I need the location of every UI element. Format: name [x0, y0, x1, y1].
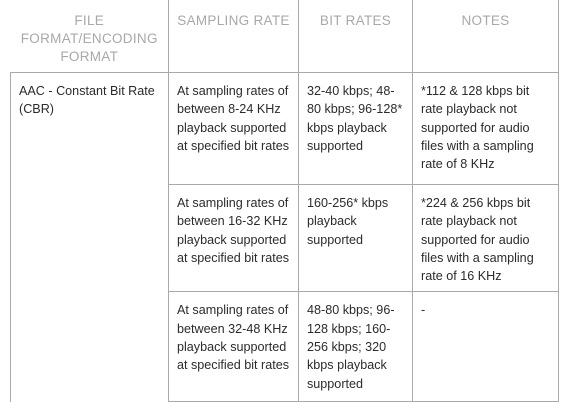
header-row: FILE FORMAT/ENCODING FORMAT SAMPLING RAT…: [10, 0, 559, 73]
header-notes: NOTES: [412, 0, 559, 73]
sampling-rate-cell: At sampling rates of between 32-48 KHz p…: [168, 291, 299, 402]
audio-format-table: FILE FORMAT/ENCODING FORMAT SAMPLING RAT…: [10, 0, 559, 402]
table-row: At sampling rates of between 16-32 KHz p…: [11, 183, 559, 292]
header-sampling-rate: SAMPLING RATE: [168, 0, 299, 73]
notes-cell: *224 & 256 kbps bit rate playback not su…: [412, 183, 559, 292]
header-bit-rates: BIT RATES: [298, 0, 413, 73]
sampling-rate-cell: At sampling rates of between 8-24 KHz pl…: [168, 72, 299, 185]
bit-rates-cell: 48-80 kbps; 96-128 kbps; 160-256 kbps; 3…: [298, 291, 413, 402]
header-file-format: FILE FORMAT/ENCODING FORMAT: [10, 0, 169, 73]
notes-cell: -: [412, 291, 559, 402]
sampling-rate-cell: At sampling rates of between 16-32 KHz p…: [168, 183, 299, 292]
notes-cell: *112 & 128 kbps bit rate playback not su…: [412, 72, 559, 185]
format-cell: AAC - Constant Bit Rate (CBR): [10, 71, 169, 402]
table-header: FILE FORMAT/ENCODING FORMAT SAMPLING RAT…: [10, 0, 559, 73]
table-body: AAC - Constant Bit Rate (CBR) At samplin…: [10, 71, 559, 402]
table-row: At sampling rates of between 32-48 KHz p…: [11, 291, 559, 402]
table-row: AAC - Constant Bit Rate (CBR) At samplin…: [10, 71, 559, 402]
bit-rates-cell: 32-40 kbps; 48-80 kbps; 96-128* kbps pla…: [298, 72, 413, 185]
bit-rates-cell: 160-256* kbps playback supported: [298, 183, 413, 292]
